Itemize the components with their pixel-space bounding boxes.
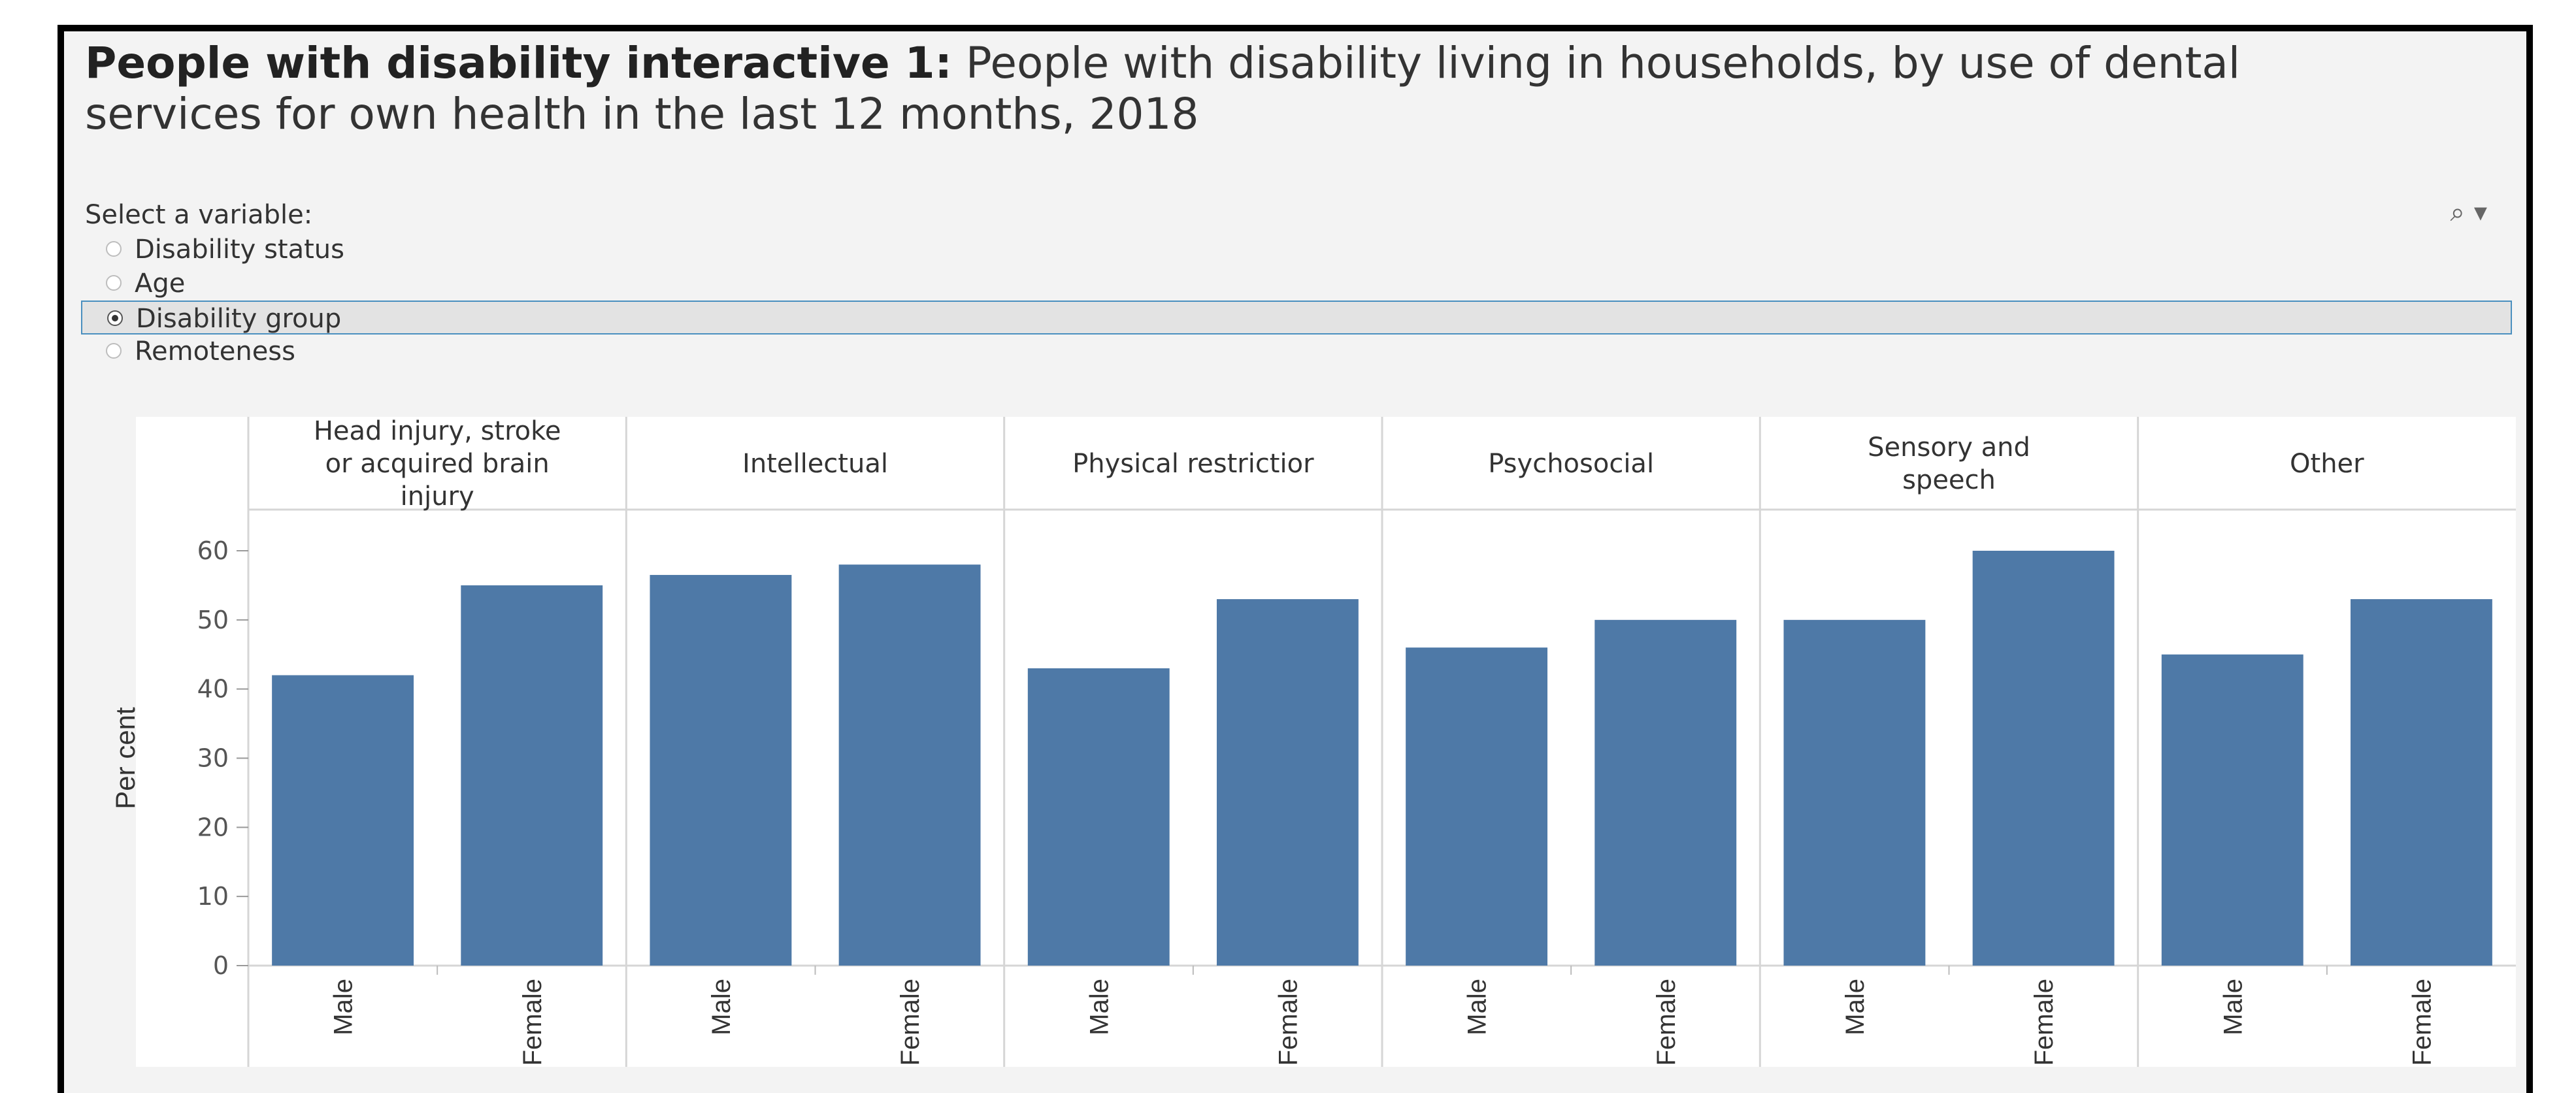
x-tick-label: Female	[518, 979, 547, 1066]
search-icon[interactable]: ⌕	[2450, 197, 2465, 227]
radio-option-label: Disability group	[136, 304, 342, 334]
radio-circle-icon[interactable]	[106, 241, 122, 257]
page-title: People with disability interactive 1: Pe…	[85, 38, 2372, 140]
radio-option[interactable]: Disability group	[81, 301, 2512, 334]
x-tick-label: Male	[707, 979, 736, 1036]
radio-circle-icon[interactable]	[107, 310, 123, 326]
bar	[1406, 647, 1548, 966]
radio-option-label: Disability status	[135, 235, 344, 265]
x-tick-label: Female	[896, 979, 925, 1066]
panel-label: Sensory and	[1868, 432, 2030, 463]
radio-circle-icon[interactable]	[106, 343, 122, 359]
panel-label: speech	[1902, 465, 1996, 495]
y-axis-title: Per cent	[110, 707, 140, 809]
panel-label: Psychosocial	[1488, 449, 1654, 479]
bar	[838, 564, 981, 966]
bar	[461, 585, 603, 966]
y-tick-label: 0	[213, 951, 229, 980]
panel-label: Head injury, stroke	[314, 416, 561, 446]
title-lead: People with disability interactive 1:	[85, 38, 952, 88]
y-tick-label: 40	[197, 675, 229, 704]
bar	[1216, 599, 1359, 966]
x-tick-label: Female	[2030, 979, 2058, 1066]
title-rest: People with disability living in househo…	[85, 38, 2241, 139]
variable-radio-group: Disability status Age Disability group Remo…	[81, 233, 2512, 368]
y-tick-label: 30	[197, 744, 229, 773]
toolbar: ⌕ ▾	[2441, 197, 2487, 227]
radio-option[interactable]: Disability status	[81, 233, 2512, 267]
radio-option-label: Remoteness	[135, 336, 295, 367]
y-tick-label: 60	[197, 536, 229, 565]
bar	[1027, 668, 1170, 966]
x-tick-label: Female	[1274, 979, 1302, 1066]
bar	[2161, 654, 2304, 966]
panel-label: injury	[401, 481, 474, 512]
panel-label: Other	[2290, 449, 2364, 479]
y-tick-label: 50	[197, 606, 229, 634]
x-tick-label: Male	[1463, 979, 1492, 1036]
bar	[272, 675, 414, 966]
x-tick-label: Male	[1085, 979, 1114, 1036]
x-tick-label: Male	[2219, 979, 2247, 1036]
radio-option[interactable]: Remoteness	[81, 334, 2512, 368]
y-tick-label: 20	[197, 813, 229, 841]
x-tick-label: Male	[1841, 979, 1870, 1036]
bar	[1783, 619, 1926, 966]
panel-label: or acquired brain	[325, 449, 550, 479]
x-tick-label: Female	[1652, 979, 1681, 1066]
bar	[1594, 619, 1737, 966]
x-tick-label: Female	[2407, 979, 2436, 1066]
select-variable-label: Select a variable:	[85, 200, 313, 230]
panel-label: Intellectual	[742, 449, 888, 479]
radio-circle-icon[interactable]	[106, 275, 122, 291]
y-tick-label: 10	[197, 882, 229, 911]
radio-option[interactable]: Age	[81, 267, 2512, 301]
panel-label: Physical restrictior	[1072, 449, 1314, 479]
caret-down-icon[interactable]: ▾	[2473, 197, 2487, 227]
bar	[1972, 551, 2115, 966]
radio-option-label: Age	[135, 269, 186, 299]
x-tick-label: Male	[329, 979, 358, 1036]
bar	[650, 575, 792, 966]
dashboard-panel: People with disability interactive 1: Pe…	[64, 31, 2526, 1093]
chart-frame: People with disability interactive 1: Pe…	[58, 25, 2533, 1093]
bar	[2350, 599, 2492, 966]
